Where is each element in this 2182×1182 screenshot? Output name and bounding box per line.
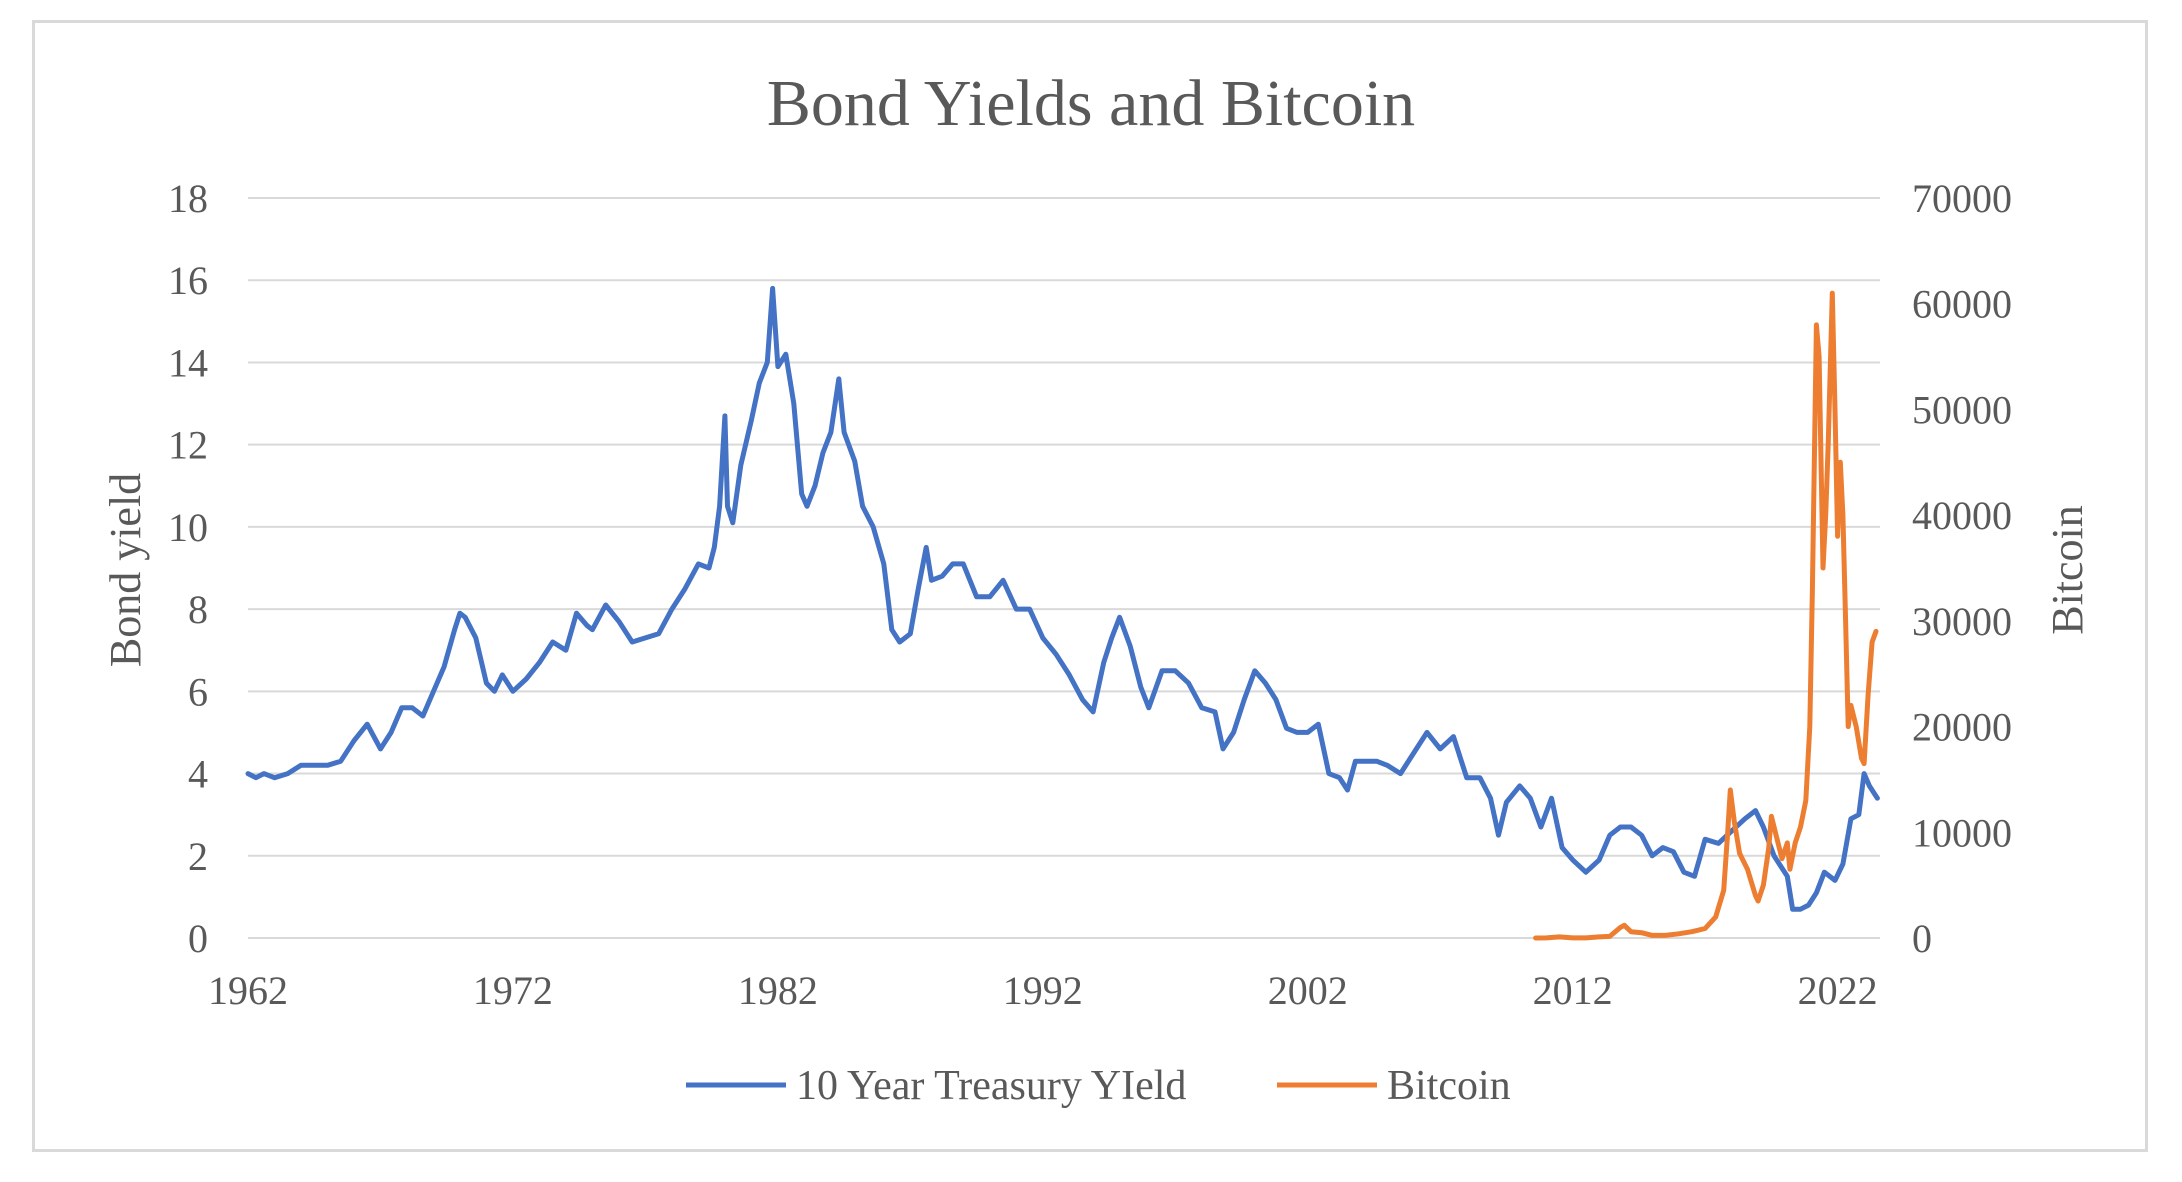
x-tick-label: 1972	[473, 968, 553, 1013]
series-lines	[245, 285, 1880, 941]
y-tick-label: 10	[168, 505, 208, 550]
chart-title: Bond Yields and Bitcoin	[767, 67, 1415, 140]
y-tick-label: 12	[168, 423, 208, 468]
x-tick-label: 1962	[208, 968, 288, 1013]
x-tick-label: 2012	[1533, 968, 1613, 1013]
x-tick-label: 1982	[738, 968, 818, 1013]
bitcoin-line	[1533, 290, 1879, 941]
x-tick-label: 1992	[1003, 968, 1083, 1013]
y-tick-label: 2	[188, 834, 208, 879]
y-tick-label: 8	[188, 587, 208, 632]
y2-tick-label: 0	[1912, 916, 1932, 961]
legend-label-treasury: 10 Year Treasury YIeld	[796, 1063, 1186, 1109]
y-tick-label: 6	[188, 669, 208, 714]
x-tick-label: 2002	[1268, 968, 1348, 1013]
y2-tick-label: 20000	[1912, 705, 2012, 750]
y-tick-label: 18	[168, 176, 208, 221]
y2-tick-label: 10000	[1912, 810, 2012, 855]
x-axis-ticks: 1962 1972 1982 1992 2002 2012 2022	[208, 968, 1878, 1013]
y-tick-label: 16	[168, 258, 208, 303]
legend-label-bitcoin: Bitcoin	[1387, 1063, 1511, 1109]
right-axis-title: Bitcoin	[2043, 505, 2092, 635]
y2-tick-label: 30000	[1912, 599, 2012, 644]
gridlines	[248, 197, 1880, 857]
left-axis-ticks: 0 2 4 6 8 10 12 14 16 18	[168, 176, 208, 961]
y2-tick-label: 70000	[1912, 176, 2012, 221]
legend: 10 Year Treasury YIeld Bitcoin	[686, 1063, 1511, 1109]
y2-tick-label: 40000	[1912, 493, 2012, 538]
chart-frame	[32, 20, 2148, 1152]
left-axis-title: Bond yield	[101, 473, 150, 667]
y-tick-label: 0	[188, 916, 208, 961]
treasury-yield-line	[245, 285, 1880, 912]
y2-tick-label: 60000	[1912, 282, 2012, 327]
y-tick-label: 14	[168, 340, 208, 385]
y2-tick-label: 50000	[1912, 387, 2012, 432]
y-tick-label: 4	[188, 752, 208, 797]
right-axis-ticks: 0 10000 20000 30000 40000 50000 60000 70000	[1912, 176, 2012, 961]
x-tick-label: 2022	[1798, 968, 1878, 1013]
